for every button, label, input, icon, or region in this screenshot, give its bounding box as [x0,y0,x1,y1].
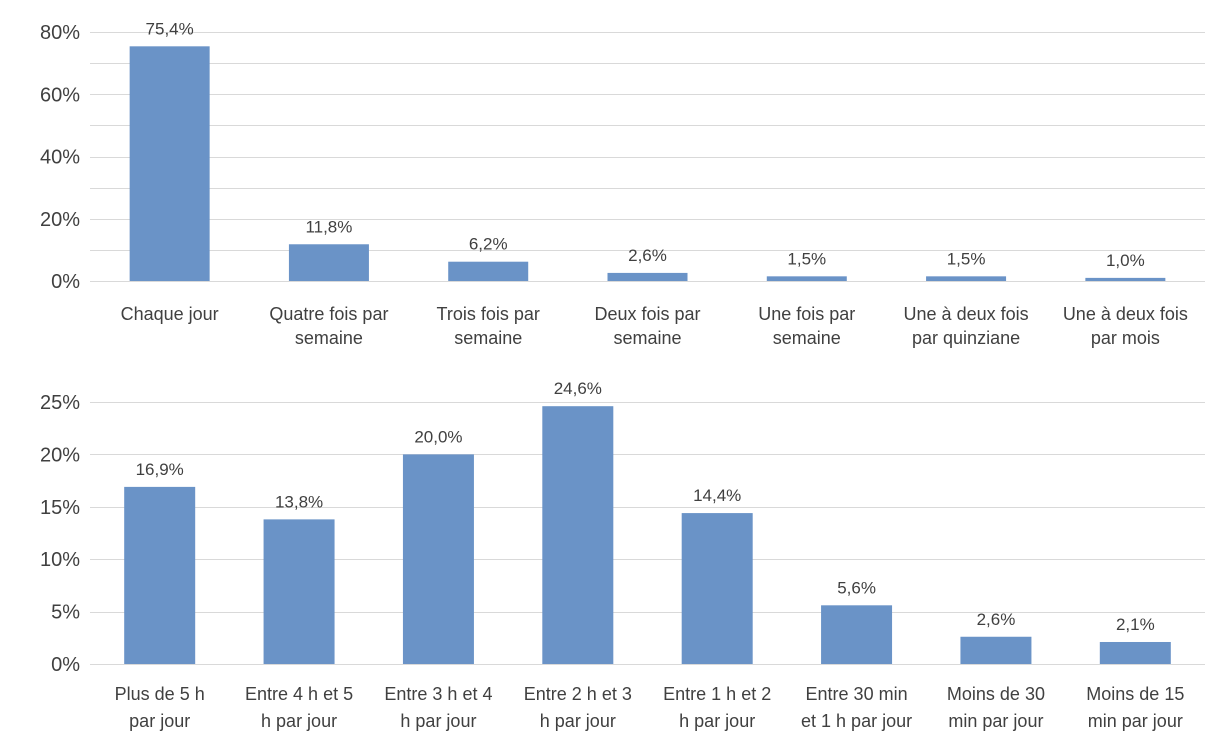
data-label: 24,6% [554,379,602,398]
y-tick-label: 5% [51,602,80,624]
category-label: Plus de 5 h [115,684,205,704]
data-label: 6,2% [469,235,508,254]
category-label: Une à deux fois [904,304,1029,324]
category-label: et 1 h par jour [801,711,912,731]
y-tick-label: 0% [51,654,80,676]
category-label: semaine [773,328,841,348]
data-label: 2,6% [628,246,667,265]
category-label: h par jour [679,711,755,731]
category-label: Une à deux fois [1063,304,1188,324]
bar [1085,277,1166,281]
y-tick-label: 0% [51,271,80,293]
category-label: Entre 30 min [806,684,908,704]
y-tick-label: 80% [40,22,80,44]
bar [129,46,210,281]
category-label: par quinziane [912,328,1020,348]
category-label: Moins de 15 [1086,684,1184,704]
y-tick-label: 20% [40,209,80,231]
category-label: semaine [613,328,681,348]
category-label: min par jour [948,711,1043,731]
bar [681,513,753,664]
y-tick-label: 40% [40,147,80,169]
category-label: Deux fois par [594,304,700,324]
category-label: Moins de 30 [947,684,1045,704]
bar [124,486,196,664]
category-label: Entre 4 h et 5 [245,684,353,704]
category-label: h par jour [261,711,337,731]
category-label: par mois [1091,328,1160,348]
category-label: Entre 3 h et 4 [384,684,492,704]
category-label: semaine [295,328,363,348]
data-label: 16,9% [136,460,184,479]
y-tick-label: 10% [40,549,80,571]
data-label: 1,0% [1106,251,1145,270]
category-label: Chaque jour [121,304,219,324]
frequency-bar-chart: 0% 20% 40% 60% 80% 75,4% Chaque jour 11,8% Quatr… [40,19,1205,348]
bar [607,272,688,281]
data-label: 5,6% [837,578,876,597]
y-tick-label: 15% [40,497,80,519]
duration-bar-chart: 0% 5% 10% 15% 20% 25% 16,9% Plus de 5 h par jour… [40,379,1205,731]
bar [821,605,893,664]
category-label: Une fois par [758,304,855,324]
data-label: 11,8% [305,217,352,236]
bar [1099,641,1171,664]
bar [542,406,614,664]
y-tick-label: 25% [40,392,80,414]
data-label: 20,0% [414,427,462,446]
category-label: Entre 2 h et 3 [524,684,632,704]
category-label: Entre 1 h et 2 [663,684,771,704]
category-label: par jour [129,711,190,731]
data-label: 14,4% [693,486,741,505]
category-label: min par jour [1088,711,1183,731]
data-label: 13,8% [275,492,323,511]
y-tick-label: 20% [40,444,80,466]
bar [263,519,335,664]
data-label: 75,4% [146,19,194,38]
bar [766,276,847,281]
y-tick-label: 60% [40,84,80,106]
bar [960,636,1032,664]
category-label: Trois fois par [437,304,540,324]
bar [448,261,529,281]
category-label: h par jour [400,711,476,731]
data-label: 1,5% [787,249,826,268]
data-label: 2,6% [977,610,1016,629]
bar [926,276,1007,281]
data-label: 2,1% [1116,615,1155,634]
category-label: semaine [454,328,522,348]
bar [288,244,369,281]
bar [402,454,474,664]
category-label: h par jour [540,711,616,731]
data-label: 1,5% [947,249,986,268]
category-label: Quatre fois par [269,304,388,324]
